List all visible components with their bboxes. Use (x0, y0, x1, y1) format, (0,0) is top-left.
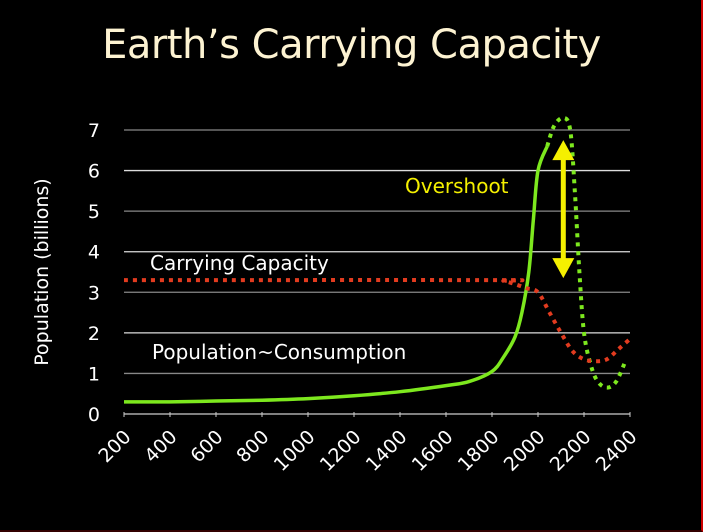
y-tick-label: 4 (88, 242, 100, 264)
series-line-2 (123, 278, 632, 364)
series-line-1 (545, 115, 628, 390)
y-tick-label: 1 (88, 363, 100, 385)
x-tick-label: 800 (232, 426, 273, 467)
x-tick-label: 200 (94, 426, 135, 467)
population-consumption-label: Population~Consumption (152, 340, 406, 364)
y-axis-label: Population (billions) (31, 178, 53, 365)
y-tick-label: 7 (88, 120, 100, 142)
x-tick-label: 2000 (500, 426, 550, 476)
series-line-0 (123, 145, 549, 404)
y-tick-label: 2 (88, 323, 100, 345)
x-tick-label: 400 (140, 426, 181, 467)
x-tick-label: 600 (186, 426, 227, 467)
arrow-head-down (552, 258, 575, 279)
x-tick-label: 1800 (454, 426, 504, 476)
y-tick-label: 6 (88, 161, 100, 183)
arrow-head-up (552, 140, 575, 161)
y-tick-label: 5 (88, 201, 100, 223)
overshoot-label: Overshoot (405, 174, 509, 198)
chart-title: Earth’s Carrying Capacity (102, 22, 601, 68)
carrying-capacity-label: Carrying Capacity (150, 251, 329, 275)
x-tick-label: 2200 (546, 426, 596, 476)
x-tick-label: 2400 (592, 426, 642, 476)
x-tick-label: 1200 (316, 426, 366, 476)
y-tick-label: 3 (88, 282, 100, 304)
x-tick-label: 1600 (408, 426, 458, 476)
y-tick-label: 0 (88, 404, 100, 426)
x-tick-label: 1000 (270, 426, 320, 476)
x-tick-label: 1400 (362, 426, 412, 476)
